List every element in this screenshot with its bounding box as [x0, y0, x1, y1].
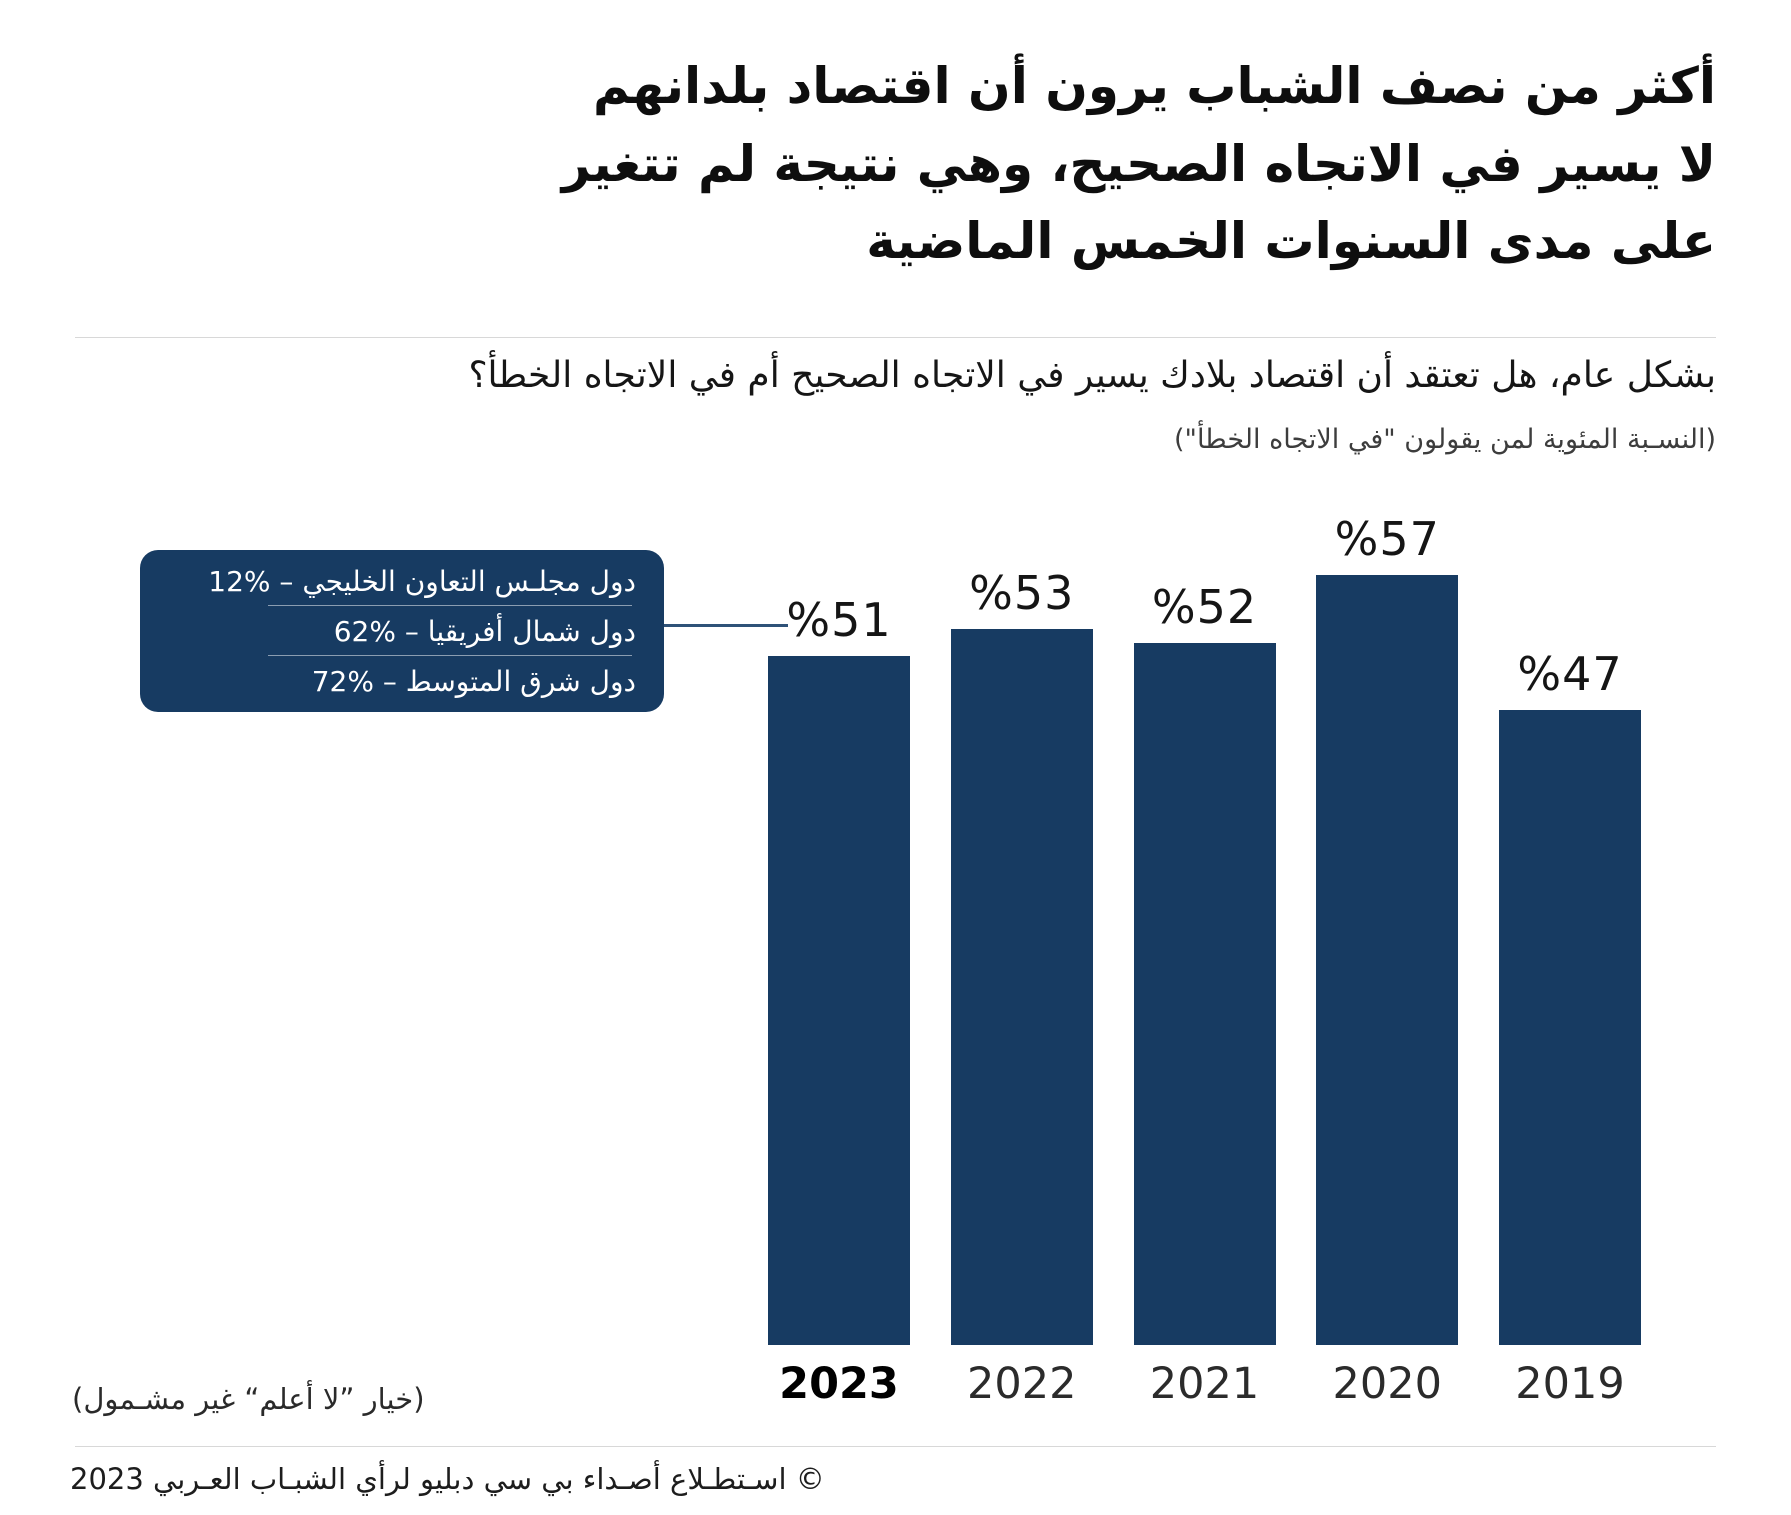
bar-2023	[768, 656, 910, 1345]
bar-group-2022: %53 2022	[950, 566, 1093, 1409]
exclusion-note: (خيار ”لا أعلم“ غير مشـمول)	[72, 1382, 425, 1416]
bar-group-2020: %57 2020	[1316, 512, 1459, 1409]
bar-2019	[1499, 710, 1641, 1345]
measure-note: (النسـبة المئوية لمن يقولون "في الاتجاه …	[1174, 424, 1716, 455]
axis-label-2023: 2023	[779, 1359, 899, 1409]
region-breakdown-callout: دول مجلـس التعاون الخليجي – %12 دول شمال…	[140, 550, 664, 712]
bar-group-2019: %47 2019	[1499, 647, 1641, 1409]
bar-value-label-2021: %52	[1151, 580, 1258, 634]
title-divider	[75, 337, 1716, 338]
page-title: أكثر من نصف الشباب يرون أن اقتصاد بلدانه…	[561, 57, 1716, 270]
bar-2022	[950, 629, 1093, 1345]
axis-label-2022: 2022	[967, 1359, 1077, 1409]
bar-value-label-2022: %53	[969, 566, 1075, 620]
survey-question: بشكل عام، هل تعتقد أن اقتصاد بلادك يسير …	[468, 355, 1716, 396]
callout-row-north-africa: دول شمال أفريقيا – %62	[140, 606, 664, 656]
bar-value-label-2019: %47	[1517, 647, 1623, 701]
footer-divider	[75, 1446, 1716, 1447]
axis-label-2021: 2021	[1149, 1359, 1260, 1409]
axis-label-2019: 2019	[1515, 1359, 1625, 1409]
bar-value-label-2020: %57	[1334, 512, 1440, 566]
axis-label-2020: 2020	[1332, 1359, 1442, 1409]
bar-value-label-2023: %51	[786, 593, 892, 647]
callout-row-north-africa-label: دول شمال أفريقيا – %62	[333, 614, 636, 648]
source-footer: © اسـتطـلاع أصـداء بي سي دبليو لرأي الشب…	[70, 1462, 825, 1496]
bar-group-2021: %52 2021	[1133, 580, 1276, 1409]
callout-row-east-med-label: دول شرق المتوسط – %72	[311, 664, 636, 698]
callout-row-gcc-label: دول مجلـس التعاون الخليجي – %12	[208, 564, 636, 598]
callout-row-east-med: دول شرق المتوسط – %72	[140, 656, 664, 706]
bar-chart: %51 2023 %53 2022 %52 2021 %57 2020 %47 …	[768, 512, 1641, 1409]
bar-2021	[1133, 643, 1276, 1345]
callout-row-gcc: دول مجلـس التعاون الخليجي – %12	[140, 556, 664, 606]
callout-connector-line	[664, 624, 788, 627]
bar-2020	[1316, 575, 1459, 1345]
bar-group-2023: %51 2023	[768, 593, 910, 1409]
